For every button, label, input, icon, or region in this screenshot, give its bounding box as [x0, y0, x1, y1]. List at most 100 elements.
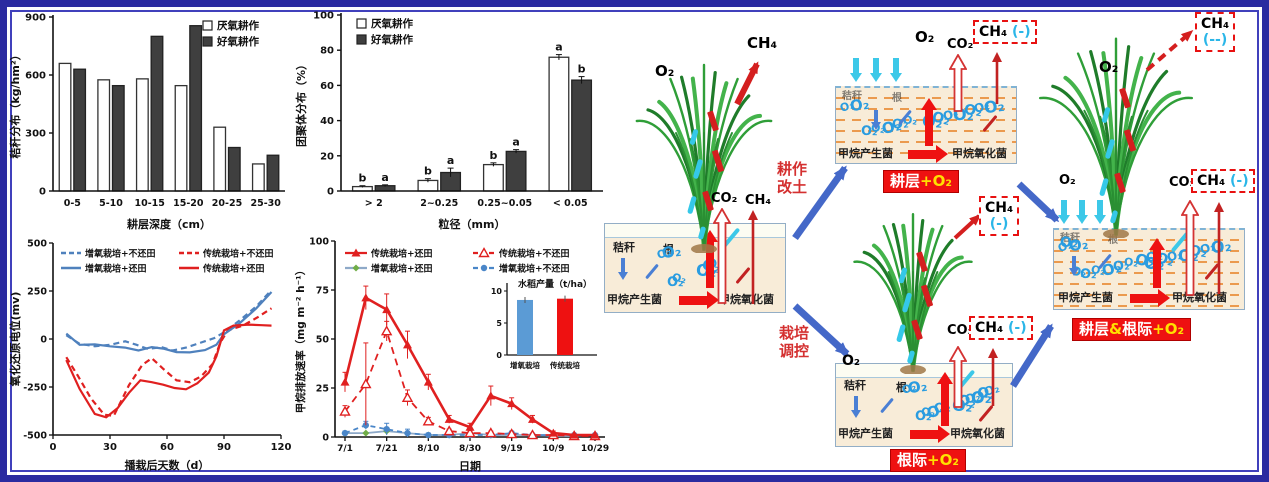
methanotroph-label: 甲烷氧化菌 [1172, 291, 1227, 304]
svg-text:< 0.05: < 0.05 [553, 198, 588, 209]
root-line [880, 397, 894, 414]
rice-plant-middle [852, 204, 974, 375]
co2-label: CO₂ [947, 37, 974, 52]
svg-text:增氧栽培: 增氧栽培 [510, 360, 540, 370]
svg-text:600: 600 [25, 71, 46, 82]
straw-label: 秸秆 [613, 241, 635, 254]
svg-text:250: 250 [27, 287, 47, 298]
svg-text:900: 900 [25, 13, 46, 24]
svg-text:8/10: 8/10 [417, 444, 439, 454]
o2-input-arrow [869, 58, 883, 82]
combined-o2-badge: 耕层&根际+O₂ [1072, 318, 1192, 341]
o2-label: O₂ [915, 28, 935, 46]
svg-text:10: 10 [491, 287, 503, 296]
redox-potential-line-chart: -500 -250 0 250 500 0 30 60 90 120 增氧栽培+不还田 传统栽培+不还… [7, 235, 293, 473]
aggregate-distribution-bar-chart: 0 20 40 60 80 100 > 2 b a 2~0.25 b a 0.25~0.05 b a < 0.… [293, 7, 611, 233]
svg-text:9/19: 9/19 [501, 444, 523, 454]
methanogen-label: 甲烷产生菌 [1058, 291, 1113, 304]
svg-text:30: 30 [103, 442, 117, 453]
svg-text:水稻产量（t/ha）: 水稻产量（t/ha） [518, 278, 592, 290]
svg-text:10/29: 10/29 [581, 444, 609, 454]
ch4-reduced-tag: CH₄ (-) [973, 20, 1037, 45]
svg-text:b: b [358, 172, 366, 185]
svg-text:75: 75 [316, 286, 329, 297]
root-label: 根 [892, 93, 902, 104]
methanotroph-label: 甲烷氧化菌 [950, 427, 1005, 440]
soil-box-combined-o2: 秸秆 根 O₂O₂O₂O₂O₂O₂O₂O₂O₂O₂O₂O₂O₂O₂O₂O₂O₂O… [1053, 228, 1245, 310]
svg-text:-500: -500 [23, 431, 47, 442]
o2-input-arrow [889, 58, 903, 82]
svg-text:10-15: 10-15 [134, 198, 164, 209]
svg-text:7/1: 7/1 [337, 444, 353, 454]
o2-label: O₂ [1099, 58, 1119, 76]
svg-text:播栽后天数（d）: 播栽后天数（d） [125, 458, 210, 472]
svg-text:60: 60 [320, 81, 334, 92]
svg-text:粒径（mm）: 粒径（mm） [439, 217, 506, 231]
o2-label: O₂ [842, 353, 861, 369]
svg-text:增氧栽培+不还田: 增氧栽培+不还田 [85, 248, 156, 260]
svg-text:0: 0 [327, 187, 334, 198]
svg-text:好氧耕作: 好氧耕作 [216, 35, 259, 48]
conversion-arrow [1130, 289, 1170, 307]
svg-text:120: 120 [271, 442, 292, 453]
svg-text:0: 0 [39, 187, 46, 198]
co2-label: CO₂ [947, 323, 974, 338]
o2-release-arrow [1148, 238, 1166, 288]
ch4-label: CH₄ [745, 193, 772, 208]
methanogen-label: 甲烷产生菌 [838, 147, 893, 160]
svg-text:b: b [424, 165, 432, 178]
root-label: 根 [896, 381, 907, 394]
o2-glyph: O₂ [849, 94, 871, 116]
svg-text:a: a [447, 154, 454, 167]
svg-text:团聚体分布（%）: 团聚体分布（%） [294, 59, 308, 147]
ch4-strongly-reduced-tag: CH₄ (--) [1195, 12, 1236, 53]
straw-label: 秸秆 [844, 379, 866, 392]
methanotroph-label: 甲烷氧化菌 [952, 147, 1007, 160]
svg-text:a: a [555, 41, 562, 54]
o2-label: O₂ [1059, 173, 1076, 188]
svg-text:厌氧耕作: 厌氧耕作 [371, 17, 413, 30]
tillage-improvement-label: 耕作 改土 [777, 160, 808, 196]
co2-label: CO₂ [711, 191, 738, 206]
svg-text:100: 100 [309, 237, 329, 248]
svg-text:8/30: 8/30 [459, 444, 481, 454]
methanotroph-label: 甲烷氧化菌 [719, 293, 774, 306]
svg-text:0-5: 0-5 [64, 198, 81, 209]
svg-text:-250: -250 [23, 383, 47, 394]
svg-text:15-20: 15-20 [173, 198, 204, 209]
svg-text:20: 20 [320, 151, 334, 162]
svg-text:100: 100 [313, 11, 334, 22]
co2-label: CO₂ [1169, 175, 1196, 190]
svg-text:0: 0 [50, 442, 57, 453]
svg-text:氧化还原电位(mv): 氧化还原电位(mv) [8, 292, 22, 388]
root-label: 根 [1108, 235, 1118, 246]
svg-text:b: b [578, 63, 586, 76]
straw-label: 秸秆 [842, 91, 862, 102]
conversion-arrow [908, 145, 948, 163]
ch4-flux-arrow [747, 210, 759, 304]
ch4-reduced-tag: CH₄ (-) [1191, 169, 1255, 194]
svg-text:传统栽培+还田: 传统栽培+还田 [202, 263, 265, 275]
svg-text:传统栽培: 传统栽培 [549, 360, 580, 370]
straw-input-arrow [850, 396, 862, 418]
straw-distribution-bar-chart: 0 300 600 900 0-5 5-10 10-15 15-20 20-25 25-30 厌氧耕… [7, 7, 293, 233]
svg-text:5-10: 5-10 [99, 198, 123, 209]
conversion-arrow [679, 291, 719, 309]
cultivation-regulation-label: 栽培 调控 [779, 324, 810, 360]
ch4-flux-arrow [987, 348, 999, 406]
co2-flux-arrow [1180, 199, 1200, 296]
straw-input-arrow [617, 258, 629, 280]
o2-input-arrow [1093, 200, 1107, 224]
svg-text:40: 40 [320, 116, 334, 127]
straw-label: 秸秆 [1060, 233, 1080, 244]
o2-input-arrow [1057, 200, 1071, 224]
svg-text:7/21: 7/21 [376, 444, 398, 454]
o2-input-arrow [1075, 200, 1089, 224]
o2-release-arrow [936, 372, 954, 426]
ch4-reduced-tag: CH₄ (-) [979, 196, 1020, 237]
svg-text:> 2: > 2 [365, 198, 383, 209]
svg-text:0.25~0.05: 0.25~0.05 [477, 198, 532, 209]
methanogen-label: 甲烷产生菌 [607, 293, 662, 306]
